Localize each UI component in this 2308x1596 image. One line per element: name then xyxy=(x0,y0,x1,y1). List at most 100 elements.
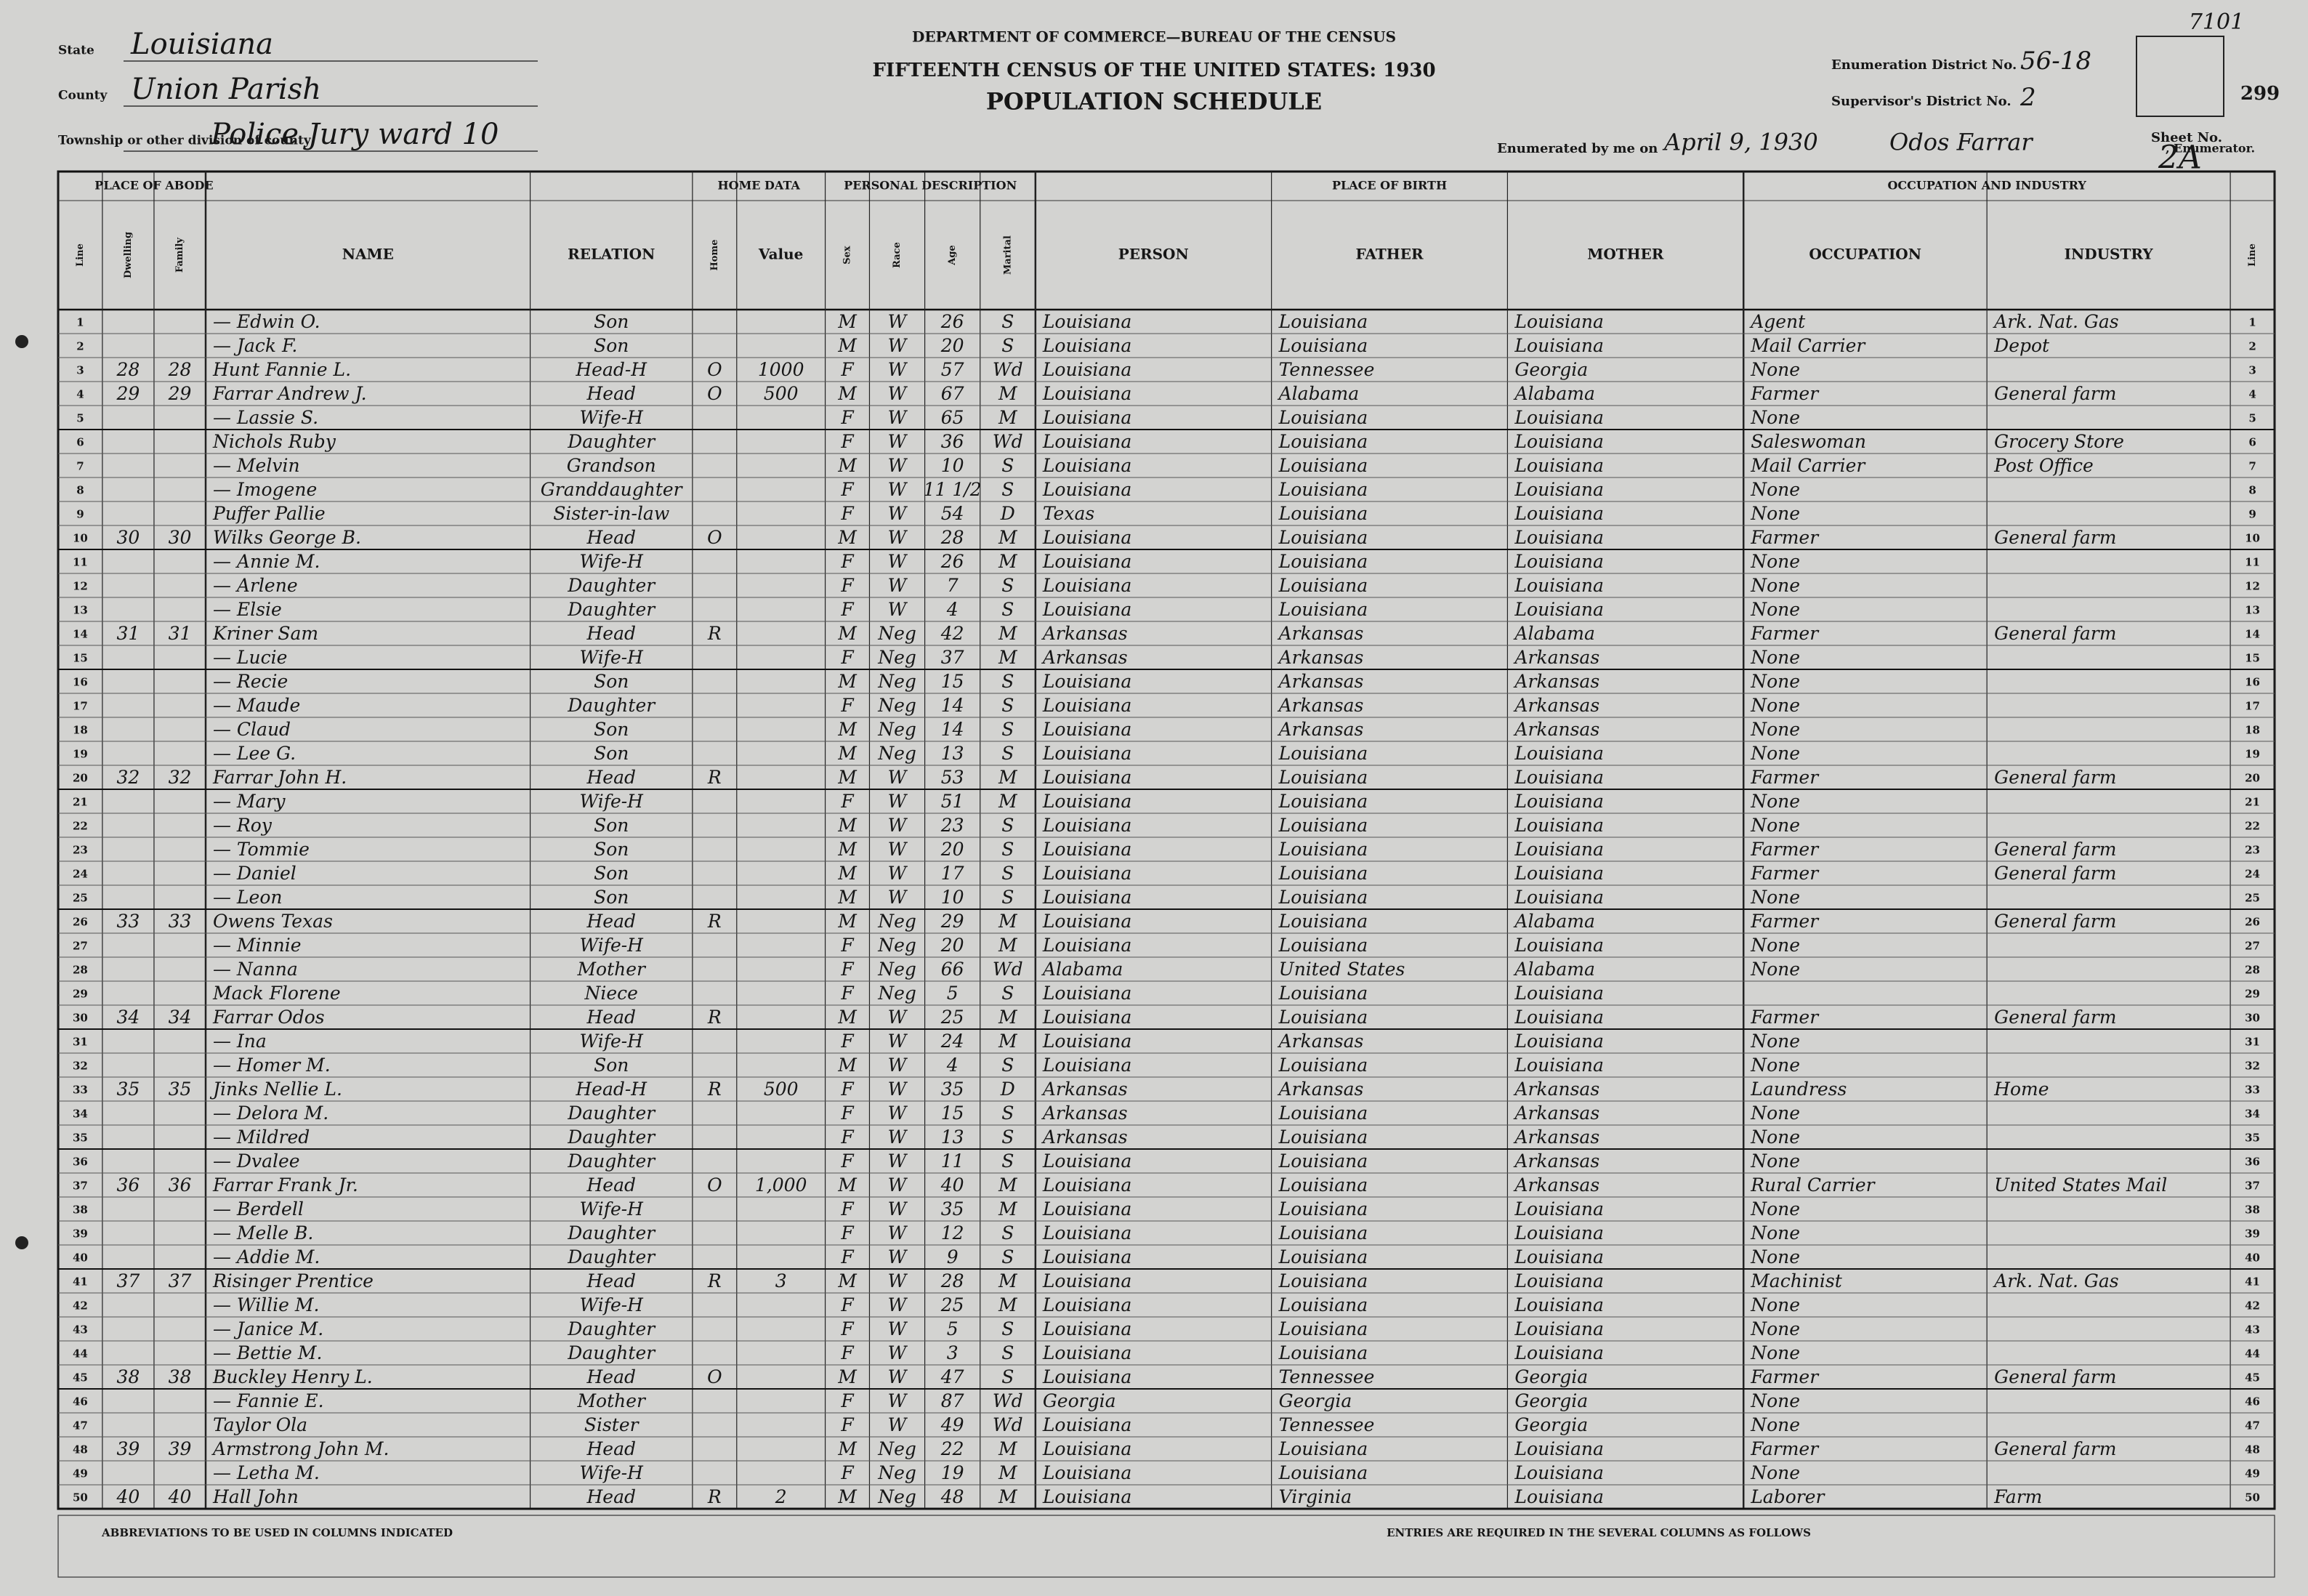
line-number: 32 xyxy=(2245,1060,2260,1073)
cell: Louisiana xyxy=(1278,839,1368,860)
line-number: 42 xyxy=(73,1299,88,1313)
cell: S xyxy=(1001,1366,1014,1387)
line-number: 17 xyxy=(2245,700,2260,713)
cell: M xyxy=(837,1055,858,1076)
cell: 500 xyxy=(764,383,799,404)
cell: 35 xyxy=(117,1079,140,1100)
cell: Louisiana xyxy=(1514,1031,1604,1052)
cell: F xyxy=(840,1222,855,1244)
cell: 33 xyxy=(117,911,140,932)
cell: F xyxy=(840,1414,855,1435)
cell: Georgia xyxy=(1043,1390,1116,1411)
cell: None xyxy=(1750,1414,1800,1435)
cell: 48 xyxy=(940,1486,964,1507)
cell: General farm xyxy=(1994,527,2116,548)
cell: 24 xyxy=(940,1031,964,1052)
cell: Farrar Odos xyxy=(212,1007,325,1028)
cell: F xyxy=(840,647,855,668)
line-number: 24 xyxy=(2245,868,2260,881)
cell: Daughter xyxy=(567,1222,656,1244)
cell: Louisiana xyxy=(1278,1342,1368,1363)
line-number: 30 xyxy=(2245,1012,2260,1025)
line-number: 45 xyxy=(2245,1371,2260,1385)
cell: Louisiana xyxy=(1514,815,1604,836)
line-number: 16 xyxy=(2245,676,2260,689)
cell: Louisiana xyxy=(1514,1055,1604,1076)
line-number: 4 xyxy=(76,388,84,401)
cell: Louisiana xyxy=(1514,839,1604,860)
cell: W xyxy=(888,1007,908,1028)
cell: 23 xyxy=(940,815,964,836)
line-number: 35 xyxy=(73,1132,88,1145)
cell: Louisiana xyxy=(1514,431,1604,452)
cell: M xyxy=(837,911,858,932)
cell: 28 xyxy=(116,359,140,380)
cell: Louisiana xyxy=(1042,311,1132,332)
line-number: 6 xyxy=(76,436,84,449)
cell: 26 xyxy=(940,311,964,332)
cell: M xyxy=(998,1174,1018,1196)
column-group: PERSONAL DESCRIPTION xyxy=(844,179,1017,193)
cell: M xyxy=(998,1270,1018,1291)
cell: General farm xyxy=(1994,623,2116,644)
cell: W xyxy=(888,1270,908,1291)
line-number: 38 xyxy=(2245,1204,2260,1217)
line-number: 40 xyxy=(73,1252,88,1265)
cell: — Maude xyxy=(213,695,300,716)
cell: Georgia xyxy=(1514,359,1588,380)
cell: 53 xyxy=(941,767,964,788)
cell: 20 xyxy=(940,839,964,860)
cell: Farmer xyxy=(1750,623,1820,644)
cell: Daughter xyxy=(567,1150,656,1172)
cell: Wilks George B. xyxy=(213,527,361,548)
cell: Louisiana xyxy=(1042,479,1132,500)
cell: None xyxy=(1750,407,1800,428)
line-number: 7 xyxy=(2248,460,2256,473)
cell: 66 xyxy=(941,959,964,980)
cell: M xyxy=(837,887,858,908)
cell: — Berdell xyxy=(213,1198,304,1220)
line-number: 21 xyxy=(2245,796,2260,809)
cell: None xyxy=(1750,503,1800,524)
field-value: 2A xyxy=(2158,140,2202,177)
cell: M xyxy=(998,407,1018,428)
cell: Hall John xyxy=(212,1486,299,1507)
cell: 36 xyxy=(169,1174,192,1196)
column-header: Race xyxy=(892,242,903,268)
cell: — Mildred xyxy=(213,1127,310,1148)
cell: Tennessee xyxy=(1279,1414,1375,1435)
cell: None xyxy=(1750,935,1800,956)
cell: S xyxy=(1001,455,1014,476)
cell: Wife-H xyxy=(579,1462,644,1483)
cell: Arkansas xyxy=(1041,1103,1128,1124)
cell: Wife-H xyxy=(579,791,644,812)
cell: Farmer xyxy=(1750,767,1820,788)
cell: Louisiana xyxy=(1042,1342,1132,1363)
column-header: MOTHER xyxy=(1587,246,1664,263)
cell: 28 xyxy=(168,359,192,380)
cell: Louisiana xyxy=(1042,743,1132,764)
cell: Post Office xyxy=(1993,455,2094,476)
cell: W xyxy=(888,551,908,572)
cell: None xyxy=(1750,671,1800,692)
cell: Louisiana xyxy=(1514,335,1604,356)
cell: Louisiana xyxy=(1042,359,1132,380)
cell: None xyxy=(1750,479,1800,500)
cell: Mack Florene xyxy=(212,983,341,1004)
cell: Texas xyxy=(1043,503,1094,524)
cell: Arkansas xyxy=(1513,1174,1599,1196)
cell: General farm xyxy=(1994,767,2116,788)
line-number: 33 xyxy=(2245,1084,2260,1097)
cell: Mail Carrier xyxy=(1750,455,1866,476)
cell: M xyxy=(998,527,1018,548)
cell: Head xyxy=(586,1174,636,1196)
cell: M xyxy=(998,935,1018,956)
cell: R xyxy=(707,623,722,644)
cell: — Janice M. xyxy=(213,1318,323,1339)
cell: 3 xyxy=(947,1342,959,1363)
cell: Louisiana xyxy=(1514,311,1604,332)
cell: W xyxy=(888,359,908,380)
line-number: 18 xyxy=(2245,724,2260,737)
cell: Louisiana xyxy=(1278,1007,1368,1028)
cell: Louisiana xyxy=(1514,1318,1604,1339)
